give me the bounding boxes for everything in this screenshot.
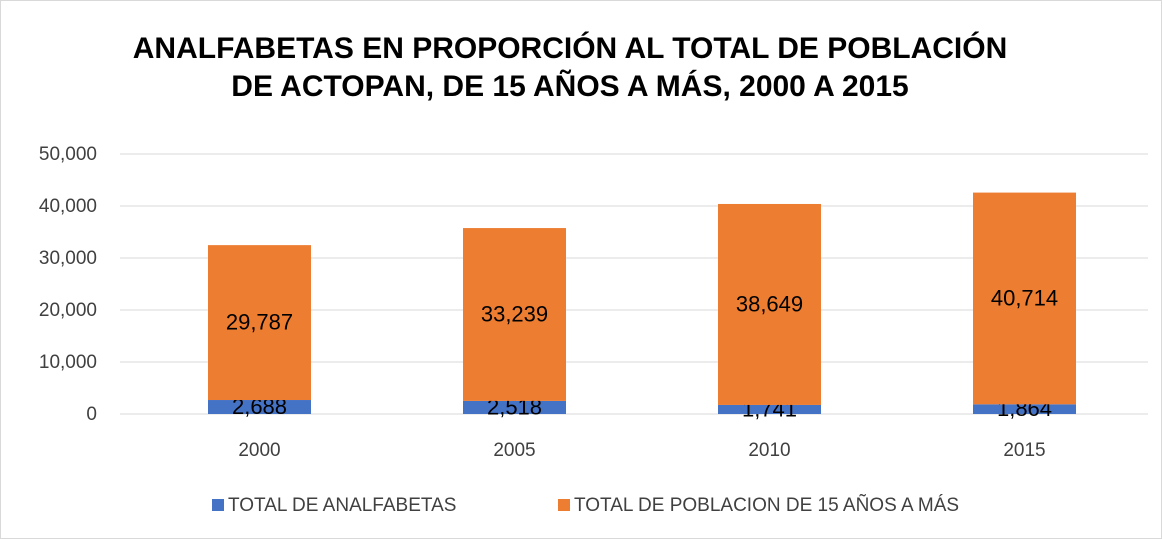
y-tick-label: 10,000 [39, 352, 97, 373]
data-label: 29,787 [226, 309, 293, 334]
data-label: 40,714 [991, 285, 1058, 310]
bar-segment [463, 228, 566, 401]
y-tick-label: 40,000 [39, 196, 97, 217]
y-tick-label: 20,000 [39, 300, 97, 321]
y-tick-label: 50,000 [39, 144, 97, 165]
y-tick-label: 0 [86, 404, 97, 425]
bar-segment [208, 400, 311, 414]
x-tick-label: 2005 [493, 440, 535, 461]
legend-label: TOTAL DE ANALFABETAS [228, 495, 456, 516]
x-tick-label: 2000 [238, 440, 280, 461]
bar-segment [718, 203, 821, 405]
bar-segment [973, 192, 1076, 405]
chart-title: ANALFABETAS EN PROPORCIÓN AL TOTAL DE PO… [133, 31, 1007, 65]
chart-title: DE ACTOPAN, DE 15 AÑOS A MÁS, 2000 A 201… [231, 69, 908, 103]
y-tick-label: 30,000 [39, 248, 97, 269]
x-tick-label: 2015 [1003, 440, 1045, 461]
x-tick-label: 2010 [748, 440, 790, 461]
bar-segment [973, 404, 1076, 414]
data-label: 33,239 [481, 301, 548, 326]
bar-segment [718, 404, 821, 414]
legend-swatch [212, 499, 224, 511]
bar-segment [463, 400, 566, 414]
legend-label: TOTAL DE POBLACION DE 15 AÑOS A MÁS [574, 494, 959, 516]
data-label: 38,649 [736, 291, 803, 316]
bar-segment [208, 245, 311, 401]
legend-swatch [558, 499, 570, 511]
